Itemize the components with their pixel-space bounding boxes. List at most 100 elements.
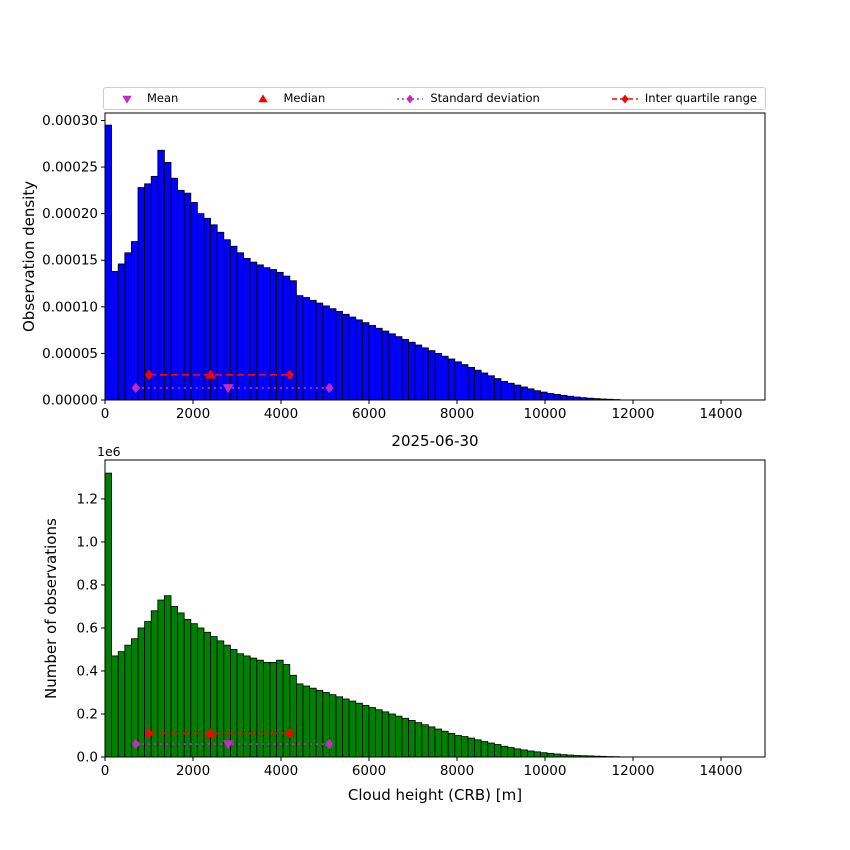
histogram-bar xyxy=(368,325,376,401)
histogram-bar xyxy=(361,322,370,401)
histogram-bar xyxy=(150,610,159,758)
x-tick-label: 14000 xyxy=(700,763,743,779)
histogram-bar xyxy=(381,711,390,758)
histogram-bar xyxy=(163,161,172,401)
histogram-bar xyxy=(196,213,205,401)
ylabel-density: Observation density xyxy=(20,180,38,333)
x-tick-label: 4000 xyxy=(264,763,298,779)
histogram-bar xyxy=(507,747,515,758)
histogram-bar xyxy=(454,735,462,758)
histogram-bar xyxy=(170,606,178,758)
histogram-bar xyxy=(295,683,304,758)
y-tick-label: 0.0 xyxy=(77,750,98,766)
histogram-bar xyxy=(381,330,390,401)
histogram-bar xyxy=(335,311,343,401)
histogram-bar xyxy=(315,302,324,401)
mean-marker xyxy=(222,384,234,394)
histogram-bar xyxy=(520,386,528,401)
y-tick-label: 0.2 xyxy=(77,706,98,722)
histogram-bar xyxy=(546,393,555,401)
histogram-bar xyxy=(117,651,126,758)
histogram-bar xyxy=(480,372,489,401)
histogram-bar xyxy=(454,361,462,401)
histogram-bar xyxy=(533,390,541,401)
y-tick-label: 0.4 xyxy=(77,663,98,679)
histogram-bar xyxy=(190,623,198,758)
axes-frame xyxy=(104,459,766,758)
histogram-bar xyxy=(104,472,112,758)
histogram-bar xyxy=(196,627,205,758)
histogram-bar xyxy=(315,689,324,758)
histogram-bar xyxy=(401,339,409,401)
histogram-bar xyxy=(388,333,396,401)
x-tick-label: 0 xyxy=(101,406,110,422)
histogram-bar xyxy=(177,189,185,401)
histogram-bar xyxy=(560,394,568,401)
histogram-bar xyxy=(467,366,475,401)
y-tick-label: 0.00020 xyxy=(42,206,98,222)
histogram-bar xyxy=(368,707,376,758)
histogram-bar xyxy=(249,261,258,401)
histogram-bar xyxy=(507,382,515,401)
histogram-bar xyxy=(302,297,310,401)
x-tick-label: 10000 xyxy=(524,763,567,779)
histogram-bar xyxy=(460,364,469,401)
histogram-bar xyxy=(302,685,310,758)
y-tick-label: 0.00005 xyxy=(42,346,98,362)
histogram-bar xyxy=(256,264,264,401)
ylabel-observations: Number of observations xyxy=(42,518,60,699)
mean-marker xyxy=(222,740,234,750)
axes-frame xyxy=(104,112,766,401)
x-tick-label: 12000 xyxy=(612,763,655,779)
x-tick-label: 2000 xyxy=(176,406,210,422)
histogram-bar xyxy=(216,640,225,758)
histogram-bar xyxy=(388,713,396,758)
histogram-bar xyxy=(348,700,357,758)
histogram-bar xyxy=(137,187,145,401)
legend-label-mean: Mean xyxy=(147,90,179,105)
median-marker xyxy=(205,727,217,738)
y-tick-label: 0.00025 xyxy=(42,160,98,176)
histogram-bar xyxy=(249,657,258,758)
histogram-bar xyxy=(434,728,442,758)
x-tick-label: 12000 xyxy=(612,406,655,422)
histogram-bar xyxy=(170,177,178,401)
histogram-bar xyxy=(467,737,475,758)
histogram-bar xyxy=(513,748,522,758)
histogram-bar xyxy=(460,736,469,758)
histogram-bar xyxy=(150,175,159,401)
histogram-bar xyxy=(394,715,403,758)
histogram-bar xyxy=(520,749,528,758)
x-tick-label: 2000 xyxy=(176,763,210,779)
histogram-bar xyxy=(493,378,502,401)
histogram-bar xyxy=(401,717,409,758)
histogram-bar xyxy=(282,275,291,401)
legend-marker xyxy=(621,94,629,103)
histogram-bar xyxy=(434,353,442,401)
histogram-bar xyxy=(210,636,218,758)
histogram-bar xyxy=(480,741,489,758)
std-low-marker xyxy=(131,382,140,394)
legend-label-std: Standard deviation xyxy=(430,90,540,105)
histogram-bar xyxy=(183,192,192,401)
histogram-bar xyxy=(375,709,383,758)
legend-label-median: Median xyxy=(283,90,326,105)
y-tick-label: 0.6 xyxy=(77,620,98,636)
q1-marker xyxy=(144,728,154,739)
histogram-bar xyxy=(335,696,343,758)
median-legend-icon xyxy=(258,93,269,102)
histogram-bar xyxy=(144,183,152,401)
histogram-bar xyxy=(533,751,541,758)
histogram-bar xyxy=(375,327,383,401)
histogram-bar xyxy=(414,344,423,401)
histogram-bar xyxy=(361,704,370,758)
histogram-bar xyxy=(566,395,574,401)
x-tick-label: 6000 xyxy=(352,406,386,422)
std-high-marker xyxy=(325,738,334,750)
histogram-bar xyxy=(236,653,244,758)
histogram-bar xyxy=(427,726,436,758)
histogram-bar xyxy=(111,655,119,758)
x-tick-label: 14000 xyxy=(700,406,743,422)
histogram-bar xyxy=(282,664,291,758)
